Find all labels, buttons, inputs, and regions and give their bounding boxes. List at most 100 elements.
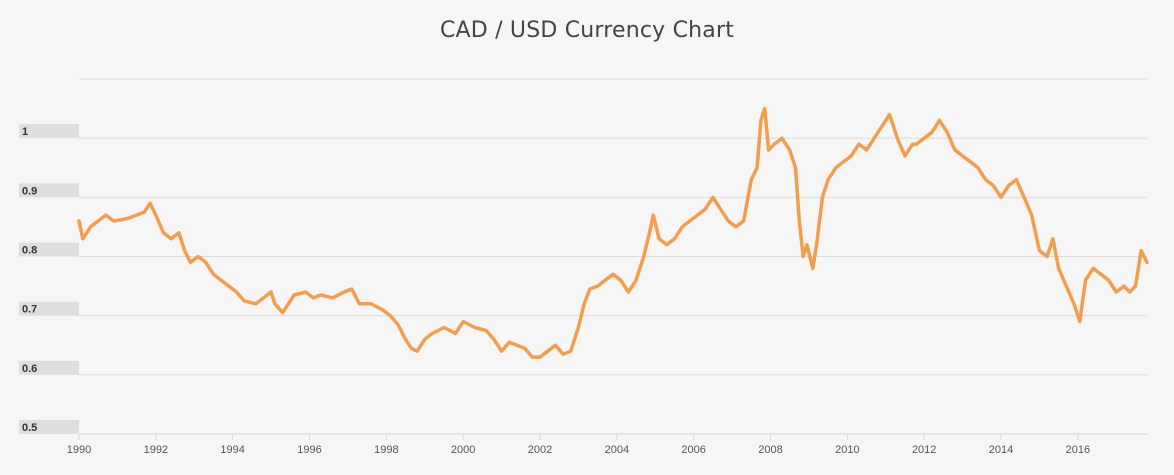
data-point <box>454 332 457 335</box>
data-point <box>293 294 296 297</box>
data-point <box>992 184 995 187</box>
data-point <box>961 154 964 157</box>
data-point <box>120 218 123 221</box>
data-point <box>396 323 399 326</box>
data-point <box>583 302 586 305</box>
data-point <box>642 255 645 258</box>
data-point <box>539 356 542 359</box>
data-point <box>1065 285 1068 288</box>
y-tick-label: 0.9 <box>22 185 37 197</box>
data-point <box>312 296 315 299</box>
data-point <box>1140 249 1143 252</box>
data-point <box>946 131 949 134</box>
data-point <box>149 202 152 205</box>
y-tick-background <box>19 183 79 198</box>
data-point <box>554 344 557 347</box>
data-point <box>984 178 987 181</box>
data-point <box>508 341 511 344</box>
data-point <box>1015 178 1018 181</box>
data-point <box>343 291 346 294</box>
y-tick-background <box>19 124 79 139</box>
data-point <box>523 347 526 350</box>
x-tick-label: 2016 <box>1066 444 1090 456</box>
data-point <box>516 344 519 347</box>
data-point <box>1038 249 1041 252</box>
data-point <box>177 231 180 234</box>
data-point <box>154 214 157 217</box>
data-point <box>788 149 791 152</box>
data-point <box>652 214 655 217</box>
data-point <box>162 231 165 234</box>
data-point <box>888 113 891 116</box>
data-point <box>750 178 753 181</box>
data-point <box>696 214 699 217</box>
data-point <box>127 217 130 220</box>
data-point <box>97 220 100 223</box>
data-point <box>681 225 684 228</box>
data-point <box>320 294 323 297</box>
data-point <box>562 353 565 356</box>
data-point <box>358 302 361 305</box>
data-point <box>915 143 918 146</box>
data-point <box>350 288 353 291</box>
data-point <box>1099 273 1102 276</box>
data-point <box>212 273 215 276</box>
data-point <box>81 237 84 240</box>
data-point <box>220 279 223 282</box>
data-point <box>688 220 691 223</box>
data-point <box>806 243 809 246</box>
data-point <box>911 143 914 146</box>
x-tick-label: 2010 <box>835 444 859 456</box>
y-tick-label: 0.8 <box>22 245 37 257</box>
data-point <box>462 320 465 323</box>
data-point <box>711 196 714 199</box>
data-point <box>404 338 407 341</box>
data-point <box>798 220 801 223</box>
data-point <box>977 166 980 169</box>
data-point <box>704 208 707 211</box>
data-point <box>410 347 413 350</box>
data-point <box>923 137 926 140</box>
data-point <box>842 160 845 163</box>
x-tick-label: 1996 <box>297 444 321 456</box>
data-point <box>389 314 392 317</box>
data-point <box>880 125 883 128</box>
data-point <box>423 338 426 341</box>
data-point <box>204 261 207 264</box>
x-tick-label: 2002 <box>528 444 552 456</box>
data-point <box>756 166 759 169</box>
data-point <box>619 279 622 282</box>
series-line <box>77 106 1149 359</box>
data-point <box>742 220 745 223</box>
data-point <box>243 299 246 302</box>
data-point <box>1057 267 1060 270</box>
y-tick-background <box>19 301 79 316</box>
data-point <box>104 214 107 217</box>
data-point <box>588 288 591 291</box>
data-point <box>834 166 837 169</box>
data-point <box>727 220 730 223</box>
data-point <box>938 119 941 122</box>
data-point <box>811 267 814 270</box>
data-point <box>227 285 230 288</box>
data-point <box>197 255 200 258</box>
data-point <box>1000 196 1003 199</box>
data-point <box>627 291 630 294</box>
data-point <box>170 237 173 240</box>
data-point <box>953 149 956 152</box>
data-point <box>485 329 488 332</box>
data-point <box>1046 255 1049 258</box>
data-point <box>1115 291 1118 294</box>
data-point <box>821 196 824 199</box>
data-point <box>78 220 81 223</box>
data-point <box>370 302 373 305</box>
x-tick-label: 2014 <box>989 444 1013 456</box>
data-point <box>873 137 876 140</box>
data-point <box>1073 302 1076 305</box>
data-point <box>850 154 853 157</box>
y-tick-label: 1 <box>22 126 28 138</box>
data-point <box>1134 285 1137 288</box>
data-point <box>273 302 276 305</box>
data-point <box>1023 196 1026 199</box>
